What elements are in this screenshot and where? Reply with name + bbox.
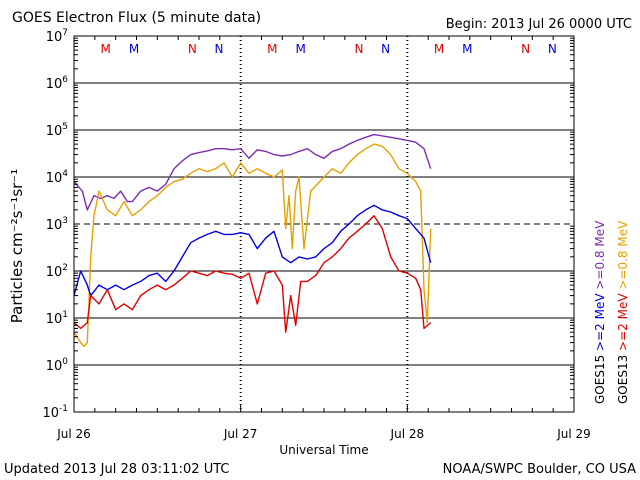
annotation-m: M <box>100 42 110 56</box>
svg-text:100: 100 <box>46 357 69 374</box>
y-tick-label: 102 <box>46 263 68 280</box>
y-tick-label: 103 <box>46 216 68 233</box>
x-tick-label: Jul 29 <box>556 427 591 441</box>
begin-label: Begin: 2013 Jul 26 0000 UTC <box>446 17 632 32</box>
grid-lines <box>74 82 574 366</box>
y-tick-label: 107 <box>46 28 68 45</box>
legend: GOES15 >=2 MeV >=0.8 MeV GOES13 >=2 MeV >… <box>593 220 630 404</box>
annotation-n: N <box>215 42 224 56</box>
x-tick-label: Jul 26 <box>56 427 91 441</box>
y-tick-label: 100 <box>46 357 69 374</box>
y-tick-label: 101 <box>46 310 68 327</box>
svg-text:10-1: 10-1 <box>42 404 68 421</box>
series-goes13-0-8-mev <box>73 143 432 347</box>
svg-text:102: 102 <box>46 263 68 280</box>
annotation-m: M <box>267 42 277 56</box>
svg-text:101: 101 <box>46 310 68 327</box>
legend-goes15: GOES15 >=2 MeV >=0.8 MeV <box>593 220 607 404</box>
svg-text:107: 107 <box>46 28 68 45</box>
x-axis-ticks: Jul 26 Jul 27 Jul 28 Jul 29 <box>56 36 591 441</box>
annotation-n: N <box>548 42 557 56</box>
annotation-m: M <box>434 42 444 56</box>
svg-text:104: 104 <box>46 169 69 186</box>
annotation-m: M <box>129 42 139 56</box>
svg-text:106: 106 <box>46 75 69 92</box>
y-axis-ticks: 107 106 105 104 103 102 101 100 10-1 <box>42 28 574 421</box>
data-series <box>73 133 432 347</box>
legend-goes13: GOES13 >=2 MeV >=0.8 MeV <box>616 220 630 404</box>
annotation-n: N <box>381 42 390 56</box>
y-axis-label: Particles cm⁻²s⁻¹sr⁻¹ <box>8 169 26 323</box>
annotation-m: M <box>462 42 472 56</box>
annotation-n: N <box>355 42 364 56</box>
chart-title: GOES Electron Flux (5 minute data) <box>12 10 261 26</box>
svg-text:105: 105 <box>46 122 68 139</box>
series-goes13-2-mev <box>73 214 432 333</box>
y-tick-label: 104 <box>46 169 69 186</box>
annotation-m: M <box>295 42 305 56</box>
svg-text:103: 103 <box>46 216 68 233</box>
credit-label: NOAA/SWPC Boulder, CO USA <box>443 462 636 477</box>
x-axis-label: Universal Time <box>279 443 368 457</box>
y-tick-label: 106 <box>46 75 69 92</box>
y-tick-label: 10-1 <box>42 404 68 421</box>
series-goes15-2-mev <box>73 204 432 297</box>
x-tick-label: Jul 27 <box>223 427 258 441</box>
x-tick-label: Jul 28 <box>390 427 425 441</box>
annotation-n: N <box>188 42 197 56</box>
day-boundary-lines <box>239 36 409 412</box>
annotation-n: N <box>521 42 530 56</box>
series-goes15-0-8-mev <box>73 133 432 211</box>
updated-label: Updated 2013 Jul 28 03:11:02 UTC <box>4 462 229 477</box>
y-tick-label: 105 <box>46 122 68 139</box>
